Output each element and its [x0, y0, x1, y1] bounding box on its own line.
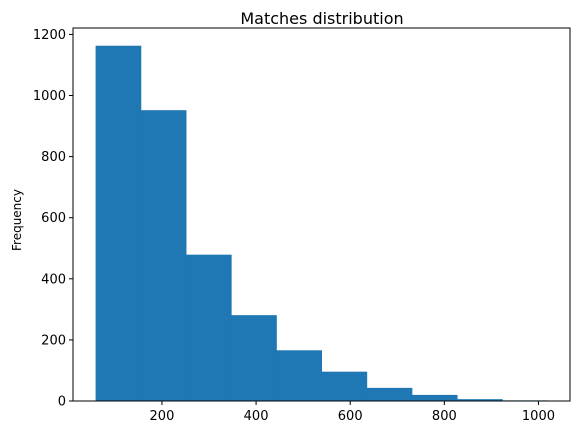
histogram-bar [140, 110, 187, 401]
x-tick-label: 600 [338, 409, 363, 424]
bars-group [95, 45, 548, 402]
histogram-bar [185, 254, 232, 401]
y-axis-label: Frequency [10, 189, 24, 251]
x-tick-label: 1000 [522, 409, 555, 424]
histogram-bar [95, 45, 142, 402]
y-tick-label: 1000 [33, 89, 66, 104]
plot-frame [72, 27, 571, 402]
x-tick-label: 200 [150, 409, 175, 424]
y-tick-label: 1200 [33, 28, 66, 43]
x-tick-label: 400 [244, 409, 269, 424]
x-axis: 200 400 600 800 1000 [150, 401, 555, 424]
y-tick-label: 800 [41, 150, 66, 165]
histogram-bar [366, 387, 413, 401]
y-axis: 0 200 400 600 800 1000 1200 [33, 28, 73, 410]
y-tick-label: 200 [41, 333, 66, 348]
y-tick-label: 600 [41, 211, 66, 226]
y-tick-label: 400 [41, 272, 66, 287]
x-tick-label: 800 [432, 409, 457, 424]
y-tick-label: 0 [58, 395, 66, 410]
histogram-bar [276, 350, 322, 401]
histogram-bar [321, 371, 368, 401]
histogram-bar [457, 399, 503, 401]
chart-title: Matches distribution [240, 9, 403, 28]
histogram-bar [231, 315, 277, 401]
histogram-bar [411, 394, 458, 401]
